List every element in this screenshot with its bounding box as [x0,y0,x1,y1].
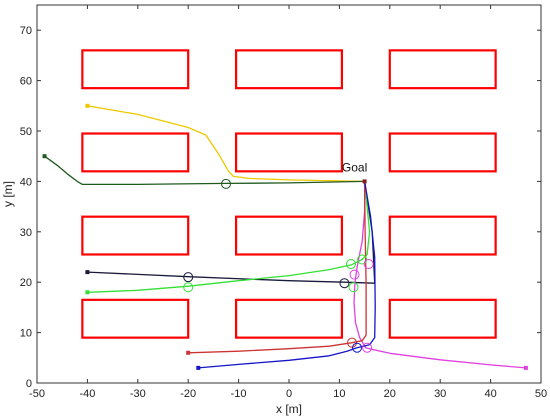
x-tick-label: 10 [333,388,345,400]
waypoint-circle-2-1 [221,178,231,189]
obstacle-rect-12 [388,298,497,339]
trajectory-layer [44,105,526,369]
x-tick-label: -30 [130,388,146,400]
obstacle-layer [81,49,497,339]
obstacle-rect-4 [81,132,190,173]
waypoint-circle-5-3 [363,259,374,270]
goal-marker [362,179,367,184]
trajectory-start-marker-2 [42,154,47,159]
y-tick-label: 30 [20,227,32,239]
waypoint-circle-6-1 [347,337,357,348]
x-tick-label: 20 [384,388,396,400]
x-tick-label: 0 [286,388,292,400]
obstacle-rect-3 [388,49,497,90]
obstacle-rect-8 [234,215,344,256]
obstacle-rect-10 [81,298,190,339]
obstacle-rect-2 [234,49,344,90]
x-tick-label: 40 [484,388,496,400]
waypoint-circle-4-1 [183,282,194,293]
obstacle-rect-1 [81,49,190,90]
plot-border [36,4,542,384]
x-tick-label: -50 [29,388,45,400]
waypoint-circle-5-2 [349,269,360,280]
waypoint-marker-layer [42,103,528,370]
waypoint-circle-7-1 [352,342,363,353]
x-tick-label: -40 [79,388,95,400]
y-tick-label: 40 [20,176,32,188]
y-tick-label: 20 [20,277,32,289]
trajectory-start-marker-7 [196,365,201,370]
trajectory-start-marker-6 [186,350,191,355]
trajectory-start-marker-5 [523,365,528,370]
trajectory-line-1 [87,105,365,183]
y-tick-label: 70 [20,25,32,37]
y-axis-label: y [m] [1,181,15,207]
trajectory-start-marker-1 [85,103,90,108]
goal-label: Goal [342,160,367,174]
obstacle-rect-6 [388,132,497,173]
axis-ticks: -50 -40 -30 -20 -10 0 10 20 30 40 50 0 10 20 30 40 50 60 7… [20,5,547,400]
y-tick-label: 0 [26,378,32,390]
x-tick-label: -20 [180,388,196,400]
trajectory-line-4 [87,181,371,293]
waypoint-circle-5-1 [362,342,373,353]
trajectory-start-marker-4 [85,290,90,295]
obstacle-rect-11 [234,298,344,339]
obstacle-rect-5 [234,132,344,173]
trajectory-line-5 [353,181,526,369]
x-tick-label: -10 [231,388,247,400]
y-tick-label: 60 [20,76,32,88]
trajectory-start-marker-3 [85,270,90,275]
obstacle-rect-7 [81,215,190,256]
x-axis-label: x [m] [276,402,302,416]
obstacle-rect-9 [388,215,497,256]
y-tick-label: 10 [20,328,32,340]
trajectory-line-2 [44,155,365,186]
x-tick-label: 30 [434,388,446,400]
waypoint-circle-4-2 [345,259,356,270]
waypoint-circle-3-2 [339,278,350,289]
waypoint-circle-3-1 [183,272,194,283]
y-tick-label: 50 [20,126,32,138]
waypoint-circle-4-4 [348,282,359,293]
x-tick-label: 50 [535,388,547,400]
plot-frame [36,4,542,384]
trajectory-line-3 [87,271,375,284]
